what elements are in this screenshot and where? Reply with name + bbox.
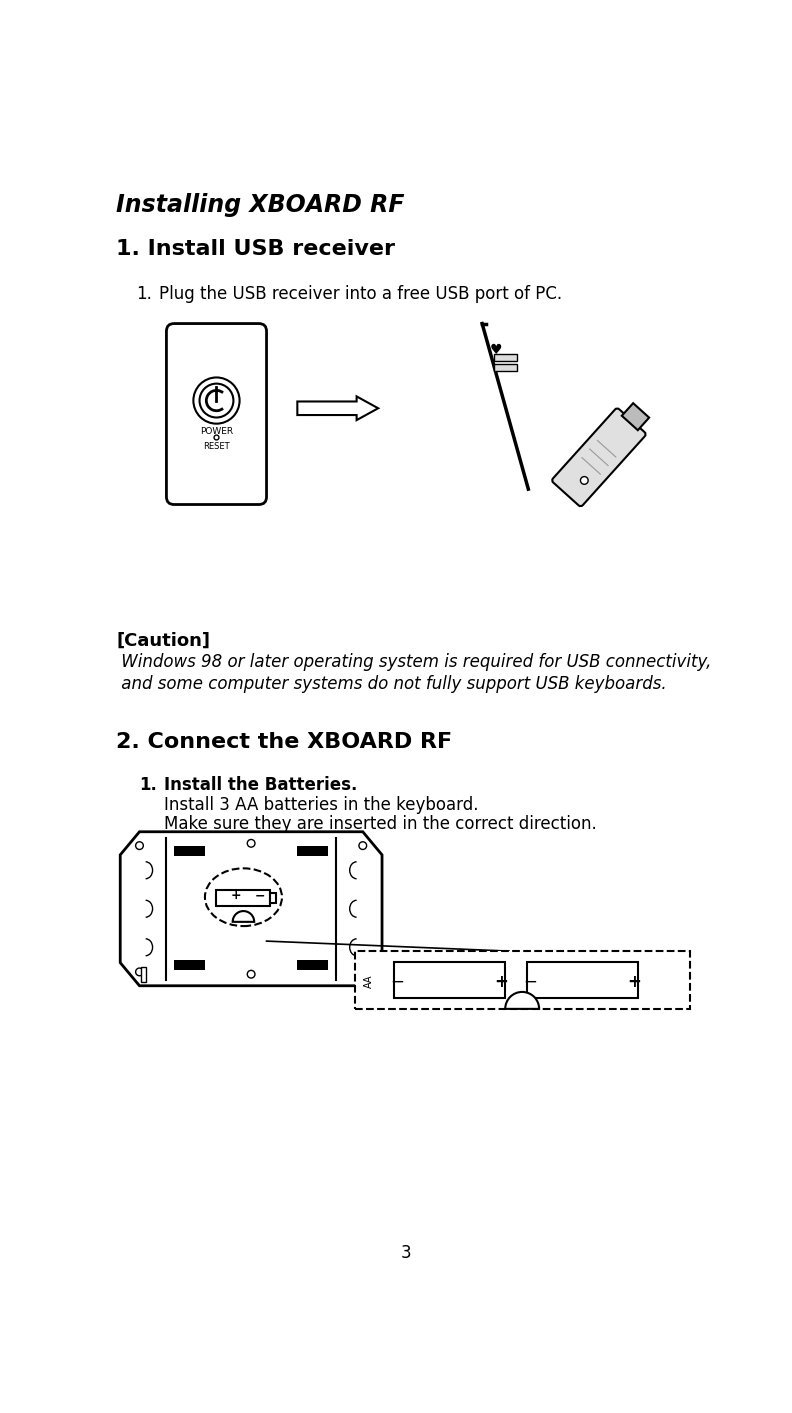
Text: 3: 3	[401, 1243, 411, 1262]
Text: [Caution]: [Caution]	[116, 632, 211, 650]
Bar	[216, 890, 270, 907]
Circle shape	[581, 476, 588, 485]
Bar	[394, 962, 505, 998]
Text: −: −	[524, 972, 538, 991]
Text: 1. Install USB receiver: 1. Install USB receiver	[116, 239, 395, 259]
Text: AA: AA	[364, 975, 375, 988]
Bar	[141, 966, 146, 982]
Text: ♥: ♥	[489, 343, 502, 357]
Bar	[622, 403, 649, 430]
Bar	[493, 353, 516, 360]
Bar	[297, 845, 328, 856]
Bar	[527, 962, 638, 998]
Circle shape	[247, 839, 255, 848]
Bar	[297, 959, 328, 971]
Text: 2. Connect the XBOARD RF: 2. Connect the XBOARD RF	[116, 732, 452, 752]
Ellipse shape	[205, 869, 282, 926]
Bar	[355, 951, 690, 1009]
Text: Plug the USB receiver into a free USB port of PC.: Plug the USB receiver into a free USB po…	[158, 285, 562, 302]
Circle shape	[359, 842, 367, 849]
Text: and some computer systems do not fully support USB keyboards.: and some computer systems do not fully s…	[116, 675, 667, 694]
Circle shape	[247, 971, 255, 978]
Circle shape	[135, 968, 143, 976]
Text: +: +	[230, 889, 241, 901]
Wedge shape	[505, 992, 539, 1009]
Text: +: +	[627, 972, 642, 991]
Text: Install the Batteries.: Install the Batteries.	[164, 776, 357, 794]
Text: −: −	[255, 889, 265, 901]
Circle shape	[200, 383, 234, 417]
Circle shape	[135, 842, 143, 849]
Circle shape	[359, 968, 367, 976]
Polygon shape	[297, 397, 379, 420]
Text: +: +	[494, 972, 508, 991]
FancyBboxPatch shape	[166, 324, 267, 504]
Text: Make sure they are inserted in the correct direction.: Make sure they are inserted in the corre…	[164, 815, 597, 832]
Text: Install 3 AA batteries in the keyboard.: Install 3 AA batteries in the keyboard.	[164, 797, 478, 814]
Text: 1.: 1.	[135, 285, 151, 302]
Bar	[493, 365, 516, 372]
FancyBboxPatch shape	[552, 408, 645, 506]
Wedge shape	[233, 911, 254, 921]
Bar	[174, 959, 205, 971]
Bar	[356, 966, 361, 982]
Text: −: −	[390, 972, 405, 991]
Text: Windows 98 or later operating system is required for USB connectivity,: Windows 98 or later operating system is …	[116, 653, 712, 671]
Text: Installing XBOARD RF: Installing XBOARD RF	[116, 192, 405, 216]
Text: 1.: 1.	[139, 776, 158, 794]
Text: POWER: POWER	[200, 427, 233, 435]
PathPatch shape	[120, 832, 382, 986]
Bar	[174, 845, 205, 856]
Bar	[270, 893, 276, 903]
Text: RESET: RESET	[204, 442, 230, 451]
Circle shape	[193, 377, 239, 424]
